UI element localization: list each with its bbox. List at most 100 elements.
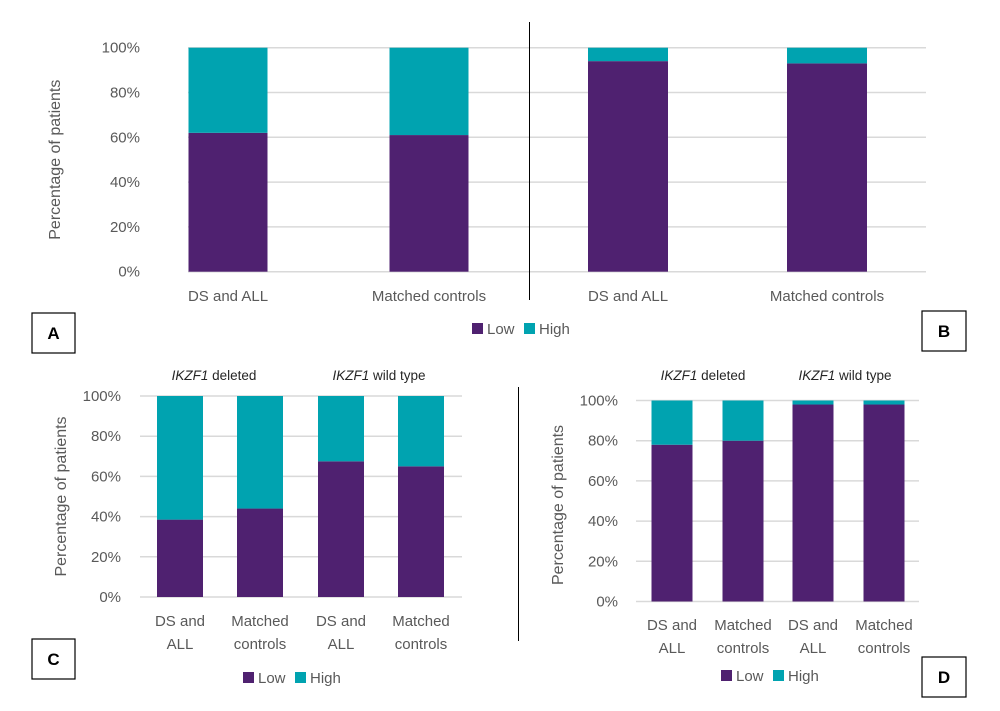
legend-swatch-low <box>243 672 254 683</box>
panel-label-text: A <box>47 324 59 343</box>
legend-c: Low High <box>243 670 341 687</box>
x-tick-label: Matched <box>231 613 289 630</box>
panel-d: 0% 20% 40% 60% 80% 100% Percentage of patients… <box>550 368 919 657</box>
y-tick-label: 40% <box>110 174 140 191</box>
group-label: IKZF1 deleted <box>661 368 746 383</box>
y-tick-label: 60% <box>91 468 121 485</box>
legend-label-low: Low <box>258 670 286 687</box>
gene-name: IKZF1 <box>172 368 209 383</box>
bar-low <box>792 404 834 602</box>
y-tick-label: 0% <box>118 264 140 281</box>
panel-b: DS and ALL Matched controls <box>530 46 926 305</box>
bar-high <box>588 47 668 62</box>
y-axis-label: Percentage of patients <box>53 416 70 576</box>
panel-label-text: C <box>47 650 59 669</box>
panel-label-box <box>31 638 76 680</box>
x-tick-label: DS and ALL <box>588 288 668 305</box>
x-tick-label: DS and ALL <box>188 288 268 305</box>
x-tick-label: Matched controls <box>770 288 884 305</box>
bar-low <box>398 466 444 597</box>
group-status: deleted <box>697 368 745 383</box>
panel-label-b: B <box>921 310 967 352</box>
y-axis-label: Percentage of patients <box>550 425 567 585</box>
x-tick-label: DS and <box>788 617 838 634</box>
legend-swatch-high <box>773 670 784 681</box>
legend-d: Low High <box>721 668 819 685</box>
legend-label-high: High <box>539 321 570 338</box>
y-tick-label: 60% <box>110 129 140 146</box>
group-status: wild type <box>835 368 891 383</box>
bar-high <box>157 396 203 520</box>
panel-label-box <box>921 656 967 698</box>
bar-high <box>722 400 764 441</box>
x-tick-label: DS and <box>647 617 697 634</box>
group-label: IKZF1 deleted <box>172 368 257 383</box>
panel-label-a: A <box>31 312 76 354</box>
panel-c: 0% 20% 40% 60% 80% 100% Percentage of patients… <box>53 368 462 653</box>
x-tick-label: controls <box>395 636 448 653</box>
bar-low <box>389 135 469 272</box>
bar-low <box>588 61 668 272</box>
y-tick-label: 80% <box>588 433 618 450</box>
y-tick-label: 20% <box>91 549 121 566</box>
panel-label-box <box>31 312 76 354</box>
bar-high <box>651 400 693 445</box>
y-tick-label: 20% <box>110 219 140 236</box>
y-tick-label: 100% <box>102 40 140 57</box>
bar-low <box>722 440 764 602</box>
y-tick-label: 40% <box>588 513 618 530</box>
y-tick-label: 100% <box>83 388 121 405</box>
panel-a: 0% 20% 40% 60% 80% 100% Percentage of patients… <box>47 40 530 305</box>
gene-name: IKZF1 <box>332 368 369 383</box>
x-tick-label: DS and <box>155 613 205 630</box>
bar-high <box>237 396 283 509</box>
y-tick-label: 60% <box>588 473 618 490</box>
panel-label-box <box>921 310 967 352</box>
bar-low <box>157 519 203 597</box>
x-tick-label: controls <box>858 640 911 657</box>
bar-low <box>863 404 905 602</box>
bar-high <box>792 400 834 405</box>
legend-swatch-high <box>524 323 535 334</box>
y-tick-label: 20% <box>588 553 618 570</box>
x-tick-label: DS and <box>316 613 366 630</box>
x-tick-label: ALL <box>167 636 194 653</box>
bar-low <box>318 461 364 597</box>
bar-high <box>389 47 469 136</box>
bar-low <box>188 132 268 272</box>
x-tick-label: Matched <box>855 617 913 634</box>
panel-label-text: B <box>938 322 950 341</box>
group-label: IKZF1 wild type <box>798 368 891 383</box>
legend-swatch-low <box>721 670 732 681</box>
bar-low <box>237 508 283 597</box>
x-tick-label: Matched <box>392 613 450 630</box>
y-tick-label: 80% <box>91 428 121 445</box>
panel-label-c: C <box>31 638 76 680</box>
legend-ab: Low High <box>472 321 570 338</box>
bar-low <box>787 63 867 272</box>
bar-high <box>398 396 444 467</box>
legend-label-high: High <box>788 668 819 685</box>
bar-high <box>787 47 867 64</box>
bar-low <box>651 444 693 602</box>
y-tick-label: 0% <box>99 589 121 606</box>
legend-swatch-high <box>295 672 306 683</box>
legend-swatch-low <box>472 323 483 334</box>
legend-label-low: Low <box>736 668 764 685</box>
legend-label-high: High <box>310 670 341 687</box>
panel-label-d: D <box>921 656 967 698</box>
x-tick-label: Matched <box>714 617 772 634</box>
panel-label-text: D <box>938 668 950 687</box>
gene-name: IKZF1 <box>661 368 698 383</box>
x-tick-label: ALL <box>328 636 355 653</box>
gene-name: IKZF1 <box>798 368 835 383</box>
x-tick-label: controls <box>234 636 287 653</box>
legend-label-low: Low <box>487 321 515 338</box>
group-label: IKZF1 wild type <box>332 368 425 383</box>
x-tick-label: Matched controls <box>372 288 486 305</box>
bar-high <box>188 47 268 133</box>
bar-high <box>318 396 364 462</box>
y-axis-label: Percentage of patients <box>47 80 64 240</box>
y-tick-label: 0% <box>596 594 618 611</box>
